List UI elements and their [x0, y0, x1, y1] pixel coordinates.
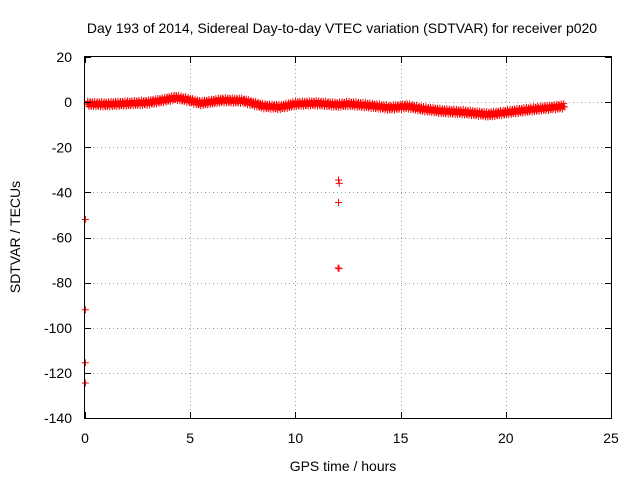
x-tick-label: 25: [603, 430, 619, 446]
outlier-point: [335, 265, 343, 273]
x-tick-label: 15: [393, 430, 409, 446]
data-point: [560, 100, 568, 108]
y-tick-label: -60: [52, 230, 72, 246]
y-tick-label: -140: [44, 410, 72, 426]
outlier-point: [81, 379, 89, 387]
outlier-point: [81, 306, 89, 314]
y-tick-label: -40: [52, 184, 72, 200]
plot-frame: [84, 56, 612, 419]
y-axis-label: SDTVAR / TECUs: [7, 181, 23, 293]
outlier-point: [335, 199, 343, 207]
y-axis-ticks: -140 -120 -100 -80 -60 -40 -20 0 20: [44, 49, 611, 426]
outlier-point: [81, 359, 89, 367]
y-tick-label: -20: [52, 139, 72, 155]
outlier-point: [334, 264, 342, 272]
outlier-point: [81, 215, 89, 223]
data-point: [560, 103, 568, 111]
data-marks: [81, 91, 568, 387]
x-axis-ticks: 0 5 10 15 20 25: [81, 57, 619, 446]
x-tick-label: 20: [498, 430, 514, 446]
outlier-point: [335, 176, 343, 184]
x-axis-label: GPS time / hours: [290, 458, 397, 474]
x-tick-label: 10: [288, 430, 304, 446]
y-tick-label: -80: [52, 275, 72, 291]
x-tick-label: 0: [81, 430, 89, 446]
y-tick-label: -120: [44, 365, 72, 381]
y-tick-label: -100: [44, 320, 72, 336]
y-tick-label: 20: [56, 49, 72, 65]
x-tick-label: 5: [186, 430, 194, 446]
chart-title: Day 193 of 2014, Sidereal Day-to-day VTE…: [87, 20, 597, 36]
outlier-point: [335, 179, 343, 187]
y-tick-label: 0: [64, 94, 72, 110]
